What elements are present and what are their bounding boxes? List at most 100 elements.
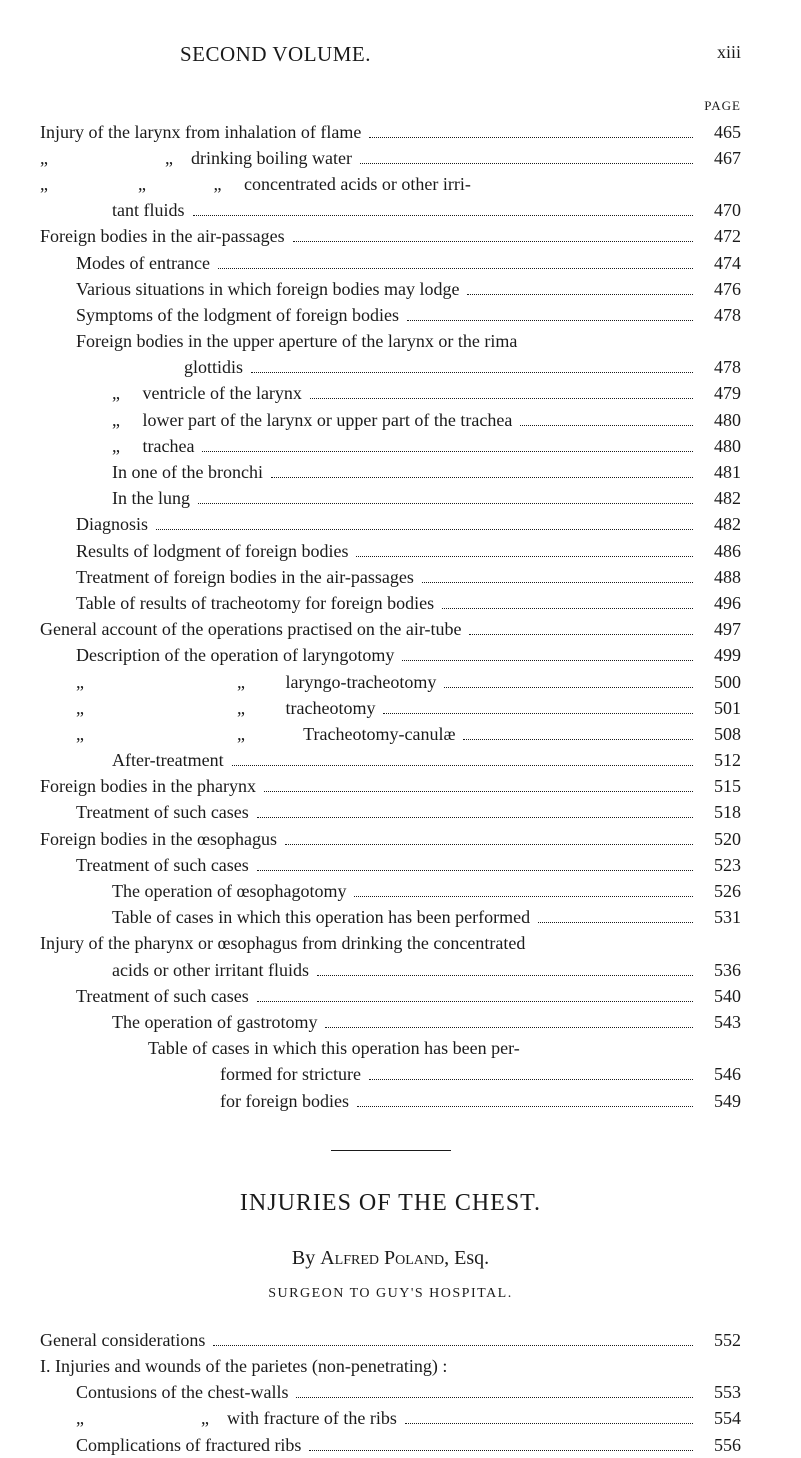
toc-page-number: 543 [701, 1010, 741, 1035]
toc-leader-dots [402, 660, 693, 661]
toc-entry: I. Injuries and wounds of the parietes (… [40, 1354, 741, 1379]
toc-text: General considerations [40, 1328, 205, 1353]
toc-entry: Treatment of such cases523 [40, 853, 741, 878]
toc-page-number: 549 [701, 1089, 741, 1114]
toc-entry: „ „ laryngo-tracheotomy500 [40, 670, 741, 695]
toc-text: Treatment of foreign bodies in the air-p… [76, 565, 414, 590]
toc-entry: General considerations552 [40, 1328, 741, 1353]
toc-leader-dots [285, 844, 693, 845]
toc-page-number: 556 [701, 1433, 741, 1458]
toc-leader-dots [467, 294, 693, 295]
toc-leader-dots [310, 398, 693, 399]
toc-leader-dots [538, 922, 693, 923]
toc-text: Various situations in which foreign bodi… [76, 277, 459, 302]
toc-text: „ „ with fracture of the ribs [76, 1406, 397, 1431]
toc-entry: acids or other irritant fluids536 [40, 958, 741, 983]
toc-entry: Results of lodgment of foreign bodies486 [40, 539, 741, 564]
toc-page-number: 536 [701, 958, 741, 983]
toc-leader-dots [271, 477, 693, 478]
toc-entry: tant fluids 470 [40, 198, 741, 223]
toc-text: „ „ tracheotomy [76, 696, 375, 721]
toc-entry: Table of cases in which this operation h… [40, 1036, 741, 1061]
toc-text: Table of cases in which this operation h… [112, 905, 530, 930]
toc-text: Foreign bodies in the pharynx [40, 774, 256, 799]
toc-entry: „ ventricle of the larynx 479 [40, 381, 741, 406]
toc-text: „ lower part of the larynx or upper part… [112, 408, 512, 433]
toc-leader-dots [156, 529, 693, 530]
toc-leader-dots [293, 241, 693, 242]
toc-text: Foreign bodies in the upper aperture of … [76, 329, 517, 354]
toc-leader-dots [193, 215, 694, 216]
toc-entry: Symptoms of the lodgment of foreign bodi… [40, 303, 741, 328]
toc-text: In one of the bronchi [112, 460, 263, 485]
toc-leader-dots [520, 425, 693, 426]
toc-entry: The operation of œsophagotomy526 [40, 879, 741, 904]
toc-secondary: General considerations552I. Injuries and… [40, 1328, 741, 1458]
toc-entry: Foreign bodies in the œsophagus520 [40, 827, 741, 852]
toc-entry: Table of cases in which this operation h… [40, 905, 741, 930]
toc-leader-dots [369, 137, 693, 138]
toc-leader-dots [469, 634, 693, 635]
toc-page-number: 512 [701, 748, 741, 773]
toc-entry: Treatment of such cases518 [40, 800, 741, 825]
toc-text: glottidis [184, 355, 243, 380]
by-word: By [292, 1247, 315, 1269]
toc-text: Treatment of such cases [76, 800, 249, 825]
toc-page-number: 478 [701, 303, 741, 328]
toc-entry: Foreign bodies in the upper aperture of … [40, 329, 741, 354]
toc-page-number: 499 [701, 643, 741, 668]
toc-entry: The operation of gastrotomy 543 [40, 1010, 741, 1035]
toc-leader-dots [405, 1423, 693, 1424]
toc-leader-dots [257, 870, 693, 871]
toc-page-number: 470 [701, 198, 741, 223]
toc-entry: Description of the operation of laryngot… [40, 643, 741, 668]
toc-page-number: 478 [701, 355, 741, 380]
toc-leader-dots [198, 503, 693, 504]
toc-entry: In the lung482 [40, 486, 741, 511]
toc-page-number: 472 [701, 224, 741, 249]
toc-leader-dots [296, 1397, 693, 1398]
toc-page-number: 531 [701, 905, 741, 930]
toc-entry: After-treatment512 [40, 748, 741, 773]
toc-page-number: 553 [701, 1380, 741, 1405]
toc-text: Description of the operation of laryngot… [76, 643, 394, 668]
toc-entry: Various situations in which foreign bodi… [40, 277, 741, 302]
toc-leader-dots [325, 1027, 693, 1028]
toc-entry: Complications of fractured ribs 556 [40, 1433, 741, 1458]
toc-leader-dots [422, 582, 693, 583]
toc-entry: formed for stricture546 [40, 1062, 741, 1087]
toc-page-number: 479 [701, 381, 741, 406]
toc-entry: glottidis 478 [40, 355, 741, 380]
toc-text: „ „ drinking boiling water [40, 146, 352, 171]
toc-text: tant fluids [112, 198, 185, 223]
toc-text: Contusions of the chest-walls [76, 1380, 288, 1405]
toc-entry: Treatment of such cases540 [40, 984, 741, 1009]
toc-page-number: 540 [701, 984, 741, 1009]
toc-text: Complications of fractured ribs [76, 1433, 301, 1458]
toc-text: General account of the operations practi… [40, 617, 461, 642]
toc-page-number: 480 [701, 434, 741, 459]
toc-entry: Injury of the pharynx or œsophagus from … [40, 931, 741, 956]
toc-text: formed for stricture [220, 1062, 361, 1087]
subtitle: SURGEON TO GUY'S HOSPITAL. [40, 1284, 741, 1304]
toc-text: Table of cases in which this operation h… [148, 1036, 520, 1061]
toc-text: Diagnosis [76, 512, 148, 537]
toc-leader-dots [407, 320, 693, 321]
toc-page-number: 501 [701, 696, 741, 721]
toc-text: I. Injuries and wounds of the parietes (… [40, 1354, 447, 1379]
toc-page-number: 465 [701, 120, 741, 145]
toc-text: „ ventricle of the larynx [112, 381, 302, 406]
toc-text: The operation of gastrotomy [112, 1010, 317, 1035]
toc-leader-dots [360, 163, 693, 164]
toc-leader-dots [463, 739, 693, 740]
author-honorific: Esq. [454, 1247, 489, 1269]
toc-entry: Injury of the larynx from inhalation of … [40, 120, 741, 145]
toc-text: Injury of the pharynx or œsophagus from … [40, 931, 525, 956]
toc-text: „ „ laryngo-tracheotomy [76, 670, 436, 695]
header-row: SECOND VOLUME. xiii [40, 40, 741, 69]
toc-entry: „ „ tracheotomy 501 [40, 696, 741, 721]
toc-entry: Table of results of tracheotomy for fore… [40, 591, 741, 616]
toc-text: „ „ Tracheotomy-canulæ [76, 722, 455, 747]
toc-leader-dots [251, 372, 693, 373]
toc-text: Modes of entrance [76, 251, 210, 276]
